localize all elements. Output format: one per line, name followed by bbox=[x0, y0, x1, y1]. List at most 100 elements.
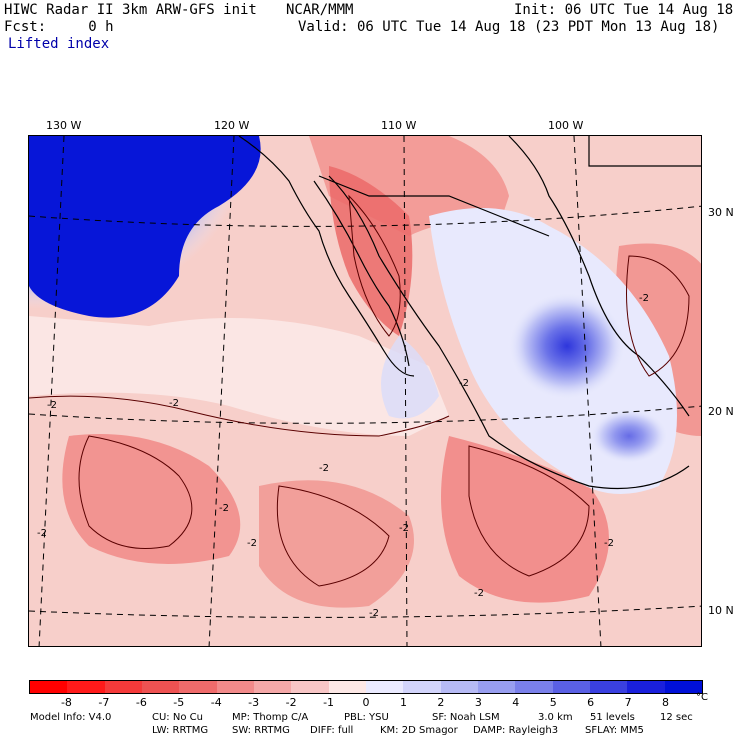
lat-label-20n: 20 N bbox=[708, 405, 734, 418]
colorbar-swatch bbox=[104, 681, 142, 693]
forecast-hour: Fcst: 0 h bbox=[4, 19, 114, 35]
colorbar-tick-label: 7 bbox=[624, 696, 632, 709]
lon-label-110w: 110 W bbox=[381, 119, 417, 132]
contour-label: -2 bbox=[47, 400, 57, 411]
colorbar-swatch bbox=[627, 681, 665, 693]
colorbar-swatch bbox=[328, 681, 366, 693]
blue-patch-coast bbox=[381, 336, 439, 419]
colorbar-tick-label: 6 bbox=[587, 696, 595, 709]
footer-sw: SW: RRTMG bbox=[232, 725, 290, 736]
footer-levels: 51 levels bbox=[590, 712, 635, 723]
coast-mainland bbox=[328, 175, 690, 490]
contour-line-1 bbox=[29, 395, 450, 437]
lon-label-100w: 100 W bbox=[548, 119, 584, 132]
colorbar-tick-label: -3 bbox=[248, 696, 260, 709]
colorbar-swatch bbox=[67, 681, 105, 693]
border-texas bbox=[588, 136, 701, 167]
colorbar-swatch bbox=[179, 681, 217, 693]
graticule bbox=[29, 136, 701, 646]
lifted-index-map: -2 -2 -2 -2 -2 -2 -2 -2 -2 -2 -2 -2 bbox=[28, 135, 702, 647]
colorbar-tick-label: -4 bbox=[210, 696, 222, 709]
footer-damp: DAMP: Rayleigh3 bbox=[473, 725, 559, 736]
valid-time: Valid: 06 UTC Tue 14 Aug 18 (23 PDT Mon … bbox=[298, 19, 720, 35]
colorbar-swatch bbox=[515, 681, 553, 693]
colorbar-tick-label: -2 bbox=[285, 696, 297, 709]
colorbar bbox=[29, 680, 703, 694]
lat-label-30n: 30 N bbox=[708, 206, 734, 219]
contour-label: -2 bbox=[639, 293, 649, 304]
init-time: Init: 06 UTC Tue 14 Aug 18 bbox=[514, 2, 734, 18]
model-title: HIWC Radar II 3km ARW-GFS init bbox=[4, 2, 257, 18]
colorbar-swatch bbox=[253, 681, 292, 693]
colorbar-swatch bbox=[403, 681, 441, 693]
lat-label-10n: 10 N bbox=[708, 604, 734, 617]
colorbar-swatch bbox=[589, 681, 628, 693]
contour-label: -2 bbox=[219, 503, 229, 514]
colorbar-tick-label: -8 bbox=[60, 696, 72, 709]
colorbar-swatch bbox=[30, 681, 68, 693]
colorbar-unit: °C bbox=[696, 692, 708, 703]
contour-line-5 bbox=[626, 255, 690, 377]
colorbar-swatch bbox=[141, 681, 180, 693]
colorbar-tick-label: 2 bbox=[437, 696, 445, 709]
contour-label: -2 bbox=[604, 538, 614, 549]
coastlines bbox=[238, 136, 701, 490]
red-patch-central bbox=[259, 480, 414, 608]
colorbar-tick-label: 4 bbox=[512, 696, 520, 709]
footer-diff: DIFF: full bbox=[310, 725, 354, 736]
coast-baja-west bbox=[238, 136, 415, 377]
contour-label: -2 bbox=[247, 538, 257, 549]
contour-line-2 bbox=[78, 435, 193, 549]
colorbar-swatch bbox=[664, 681, 702, 693]
colorbar-swatch bbox=[477, 681, 516, 693]
contour-label: -2 bbox=[37, 528, 47, 539]
lon-label-130w: 130 W bbox=[46, 119, 82, 132]
contour-label: -2 bbox=[169, 398, 179, 409]
meridian-130w bbox=[38, 136, 65, 646]
colorbar-tick-label: 3 bbox=[474, 696, 482, 709]
contour-line-4 bbox=[468, 445, 590, 577]
colorbar-tick-label: -7 bbox=[98, 696, 110, 709]
contour-label: -2 bbox=[399, 523, 409, 534]
colorbar-swatch bbox=[365, 681, 404, 693]
footer-sflay: SFLAY: MM5 bbox=[585, 725, 644, 736]
contours-minus2 bbox=[29, 194, 690, 587]
colorbar-tick-label: 0 bbox=[362, 696, 370, 709]
contour-line-3 bbox=[276, 485, 390, 587]
field-name: Lifted index bbox=[8, 36, 110, 52]
contour-label: -2 bbox=[459, 378, 469, 389]
contour-line-6 bbox=[348, 194, 401, 337]
pale-band bbox=[29, 316, 449, 436]
colorbar-swatch bbox=[552, 681, 590, 693]
contour-labels: -2 -2 -2 -2 -2 -2 -2 -2 -2 -2 -2 -2 bbox=[37, 293, 649, 619]
footer-sf: SF: Noah LSM bbox=[432, 712, 500, 723]
meridian-120w bbox=[208, 136, 235, 646]
colorbar-tick-label: 5 bbox=[549, 696, 557, 709]
organization-label: NCAR/MMM bbox=[286, 2, 354, 18]
colorbar-tick-label: -5 bbox=[173, 696, 185, 709]
blue-region-south bbox=[589, 408, 669, 464]
colorbar-tick-label: -6 bbox=[135, 696, 147, 709]
contour-label: -2 bbox=[369, 608, 379, 619]
blue-region-mexico bbox=[507, 291, 627, 401]
meridian-100w bbox=[573, 136, 602, 646]
colorbar-swatch bbox=[440, 681, 478, 693]
colorbar-tick-label: 8 bbox=[662, 696, 670, 709]
contour-label: -2 bbox=[319, 463, 329, 474]
colorbar-tick-label: 1 bbox=[399, 696, 407, 709]
meridian-110w bbox=[403, 136, 408, 646]
map-canvas: -2 -2 -2 -2 -2 -2 -2 -2 -2 -2 -2 -2 bbox=[29, 136, 701, 646]
lon-label-120w: 120 W bbox=[214, 119, 250, 132]
footer-mp: MP: Thomp C/A bbox=[232, 712, 309, 723]
footer-resolution: 3.0 km bbox=[538, 712, 573, 723]
border-us-mexico bbox=[318, 175, 550, 237]
footer-pbl: PBL: YSU bbox=[344, 712, 389, 723]
blue-core-nw bbox=[29, 136, 261, 318]
footer-km: KM: 2D Smagor bbox=[380, 725, 458, 736]
footer-lw: LW: RRTMG bbox=[152, 725, 209, 736]
footer-cu: CU: No Cu bbox=[152, 712, 203, 723]
coast-gulf bbox=[508, 136, 690, 417]
colorbar-tick-label: -1 bbox=[323, 696, 335, 709]
colorbar-swatch bbox=[216, 681, 254, 693]
coast-baja-east bbox=[313, 180, 410, 367]
